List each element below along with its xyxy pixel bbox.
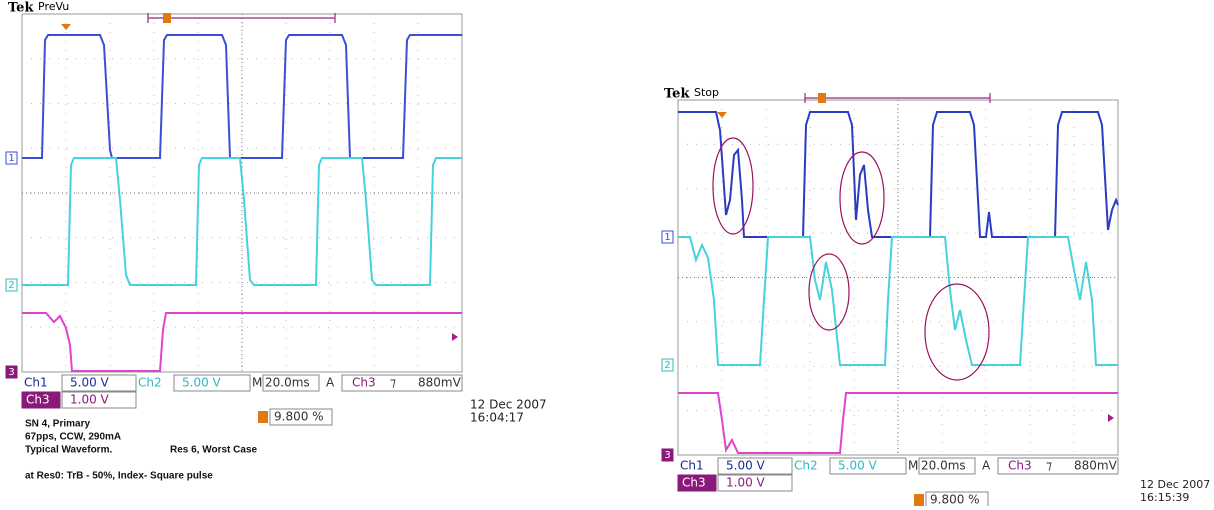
- brand: Tek: [8, 1, 34, 16]
- trigger-source: Ch3: [352, 376, 376, 390]
- time-scale: 20.0ms: [265, 376, 310, 390]
- brand: Tek: [664, 87, 690, 102]
- ch3-scale: 1.00 V: [70, 393, 110, 407]
- date: 12 Dec 2007: [470, 398, 547, 412]
- ch2-label: Ch2: [138, 376, 162, 390]
- ch1-scale: 5.00 V: [726, 459, 766, 473]
- ch3-label: Ch3: [682, 476, 706, 490]
- note: Res 6, Worst Case: [170, 445, 258, 456]
- ch2-label: Ch2: [794, 459, 818, 473]
- trigger-slope: ⁊: [1046, 459, 1052, 473]
- trigger-position: 9.800 %: [274, 410, 324, 424]
- date: 12 Dec 2007: [1140, 478, 1210, 491]
- trigger-level: 880mV: [418, 376, 462, 390]
- ch1-label: Ch1: [680, 459, 704, 473]
- trigger-mode: A: [982, 459, 991, 473]
- screenshot: TekPreVu123Ch15.00 VCh25.00 VM20.0msACh3…: [0, 0, 1214, 506]
- channel-marker: 1: [664, 232, 670, 243]
- note: at Res0: TrB - 50%, Index- Square pulse: [25, 471, 213, 482]
- time-scale: 20.0ms: [921, 459, 966, 473]
- channel-marker: 3: [8, 367, 14, 378]
- page: {"left_scope": {"brand": "Tek", "status"…: [0, 0, 1214, 506]
- status: Stop: [694, 86, 719, 99]
- note: 67pps, CCW, 290mA: [25, 432, 121, 443]
- trigger-pos: [818, 93, 826, 103]
- time-prefix: M: [252, 376, 262, 390]
- trigger-pos: [163, 13, 171, 23]
- channel-marker: 1: [8, 153, 14, 164]
- trigger-position: 9.800 %: [930, 493, 980, 507]
- status: PreVu: [38, 0, 69, 13]
- ch3-label: Ch3: [26, 393, 50, 407]
- channel-marker: 3: [664, 450, 670, 461]
- time-prefix: M: [908, 459, 918, 473]
- note: Typical Waveform.: [25, 445, 112, 456]
- ch1-scale: 5.00 V: [70, 376, 110, 390]
- trigger-icon: [914, 494, 924, 506]
- trigger-source: Ch3: [1008, 459, 1032, 473]
- trigger-mode: A: [326, 376, 335, 390]
- trigger-slope: ⁊: [390, 376, 396, 390]
- ch2-scale: 5.00 V: [182, 376, 222, 390]
- time: 16:15:39: [1140, 491, 1189, 504]
- ch3-scale: 1.00 V: [726, 476, 766, 490]
- channel-marker: 2: [8, 280, 14, 291]
- channel-marker: 2: [664, 360, 670, 371]
- trigger-icon: [258, 411, 268, 423]
- note: SN 4, Primary: [25, 419, 90, 430]
- ch1-label: Ch1: [24, 376, 48, 390]
- time: 16:04:17: [470, 411, 524, 425]
- trigger-level: 880mV: [1074, 459, 1118, 473]
- ch2-scale: 5.00 V: [838, 459, 878, 473]
